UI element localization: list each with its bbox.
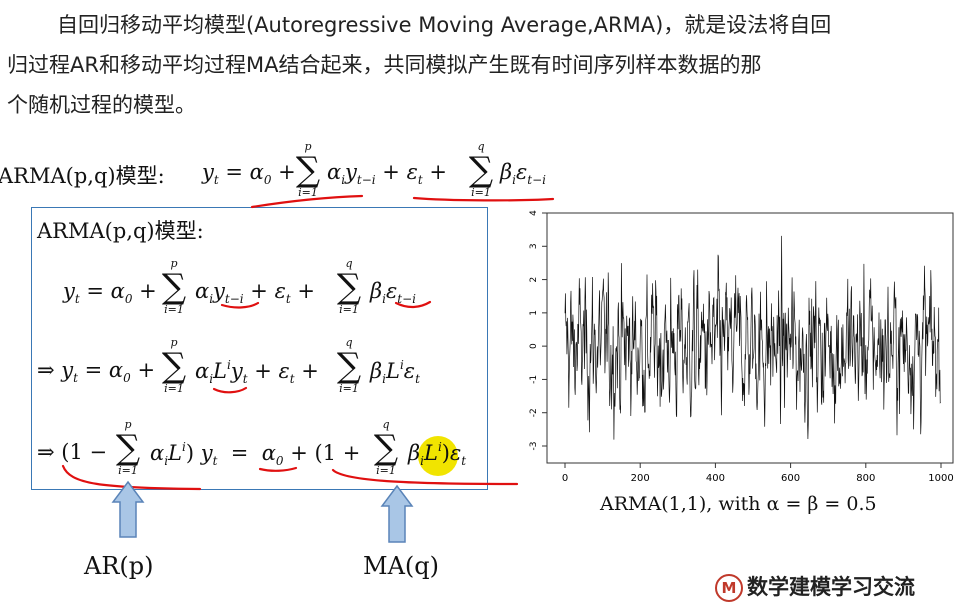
y-tick-label: -2 — [529, 408, 539, 417]
chart-caption: ARMA(1,1), with α = β = 0.5 — [600, 493, 877, 515]
series-line — [564, 235, 941, 440]
chart-frame — [546, 212, 954, 464]
x-tick-label: 0 — [562, 473, 568, 484]
ar-label: AR(p) — [84, 552, 154, 580]
intro-line-1: 自回归移动平均模型(Autoregressive Moving Average,… — [57, 13, 832, 37]
y-tick-label: 4 — [529, 210, 539, 216]
y-axis: -3 -2 -1 0 1 2 3 4 — [529, 210, 547, 451]
red-underline-headline-ar — [250, 194, 364, 209]
headline-sum-q: q ∑ i=1 — [468, 140, 494, 199]
red-underline-y-lag — [220, 301, 260, 309]
watermark-logo: M — [715, 574, 743, 602]
red-underline-eps-lag — [394, 300, 432, 309]
x-tick-label: 400 — [706, 473, 725, 484]
watermark: M 数学建模学习交流 — [715, 571, 915, 602]
laser-pointer-highlight — [418, 436, 458, 476]
y-tick-label: -1 — [529, 375, 539, 384]
red-underline-L-y — [212, 386, 248, 394]
headline-sum-p: p ∑ i=1 — [295, 140, 321, 199]
y-tick-label: -3 — [529, 442, 539, 451]
box-title: ARMA(p,q)模型: — [37, 219, 204, 243]
x-tick-label: 1000 — [928, 473, 953, 484]
ma-label: MA(q) — [363, 552, 439, 580]
y-tick-label: 3 — [529, 243, 539, 249]
derivation-box — [31, 207, 488, 490]
intro-line-2: 归过程AR和移动平均过程MA结合起来，共同模拟产生既有时间序列样本数据的那 — [7, 53, 762, 77]
y-tick-label: 0 — [529, 343, 539, 349]
intro-line-3: 个随机过程的模型。 — [7, 93, 196, 117]
y-tick-label: 1 — [529, 310, 539, 316]
ar-arrow — [111, 480, 145, 538]
watermark-text: 数学建模学习交流 — [747, 575, 915, 599]
x-axis: 0 200 400 600 800 1000 — [562, 463, 954, 484]
x-tick-label: 600 — [781, 473, 800, 484]
x-tick-label: 800 — [856, 473, 875, 484]
headline-label: ARMA(p,q)模型: — [0, 164, 165, 188]
ma-arrow — [380, 484, 414, 543]
headline-ma-term: βiεt−i — [500, 160, 546, 187]
red-underline-alpha0 — [258, 466, 298, 472]
red-underline-ar-poly — [61, 464, 202, 491]
headline-ar-term: αiyt−i + εt + — [327, 160, 447, 187]
headline-lhs: yt = α0 + — [202, 160, 296, 187]
red-underline-headline-ma — [412, 196, 555, 202]
red-underline-ma-poly — [331, 468, 519, 486]
y-tick-label: 2 — [529, 277, 539, 283]
x-tick-label: 200 — [631, 473, 650, 484]
